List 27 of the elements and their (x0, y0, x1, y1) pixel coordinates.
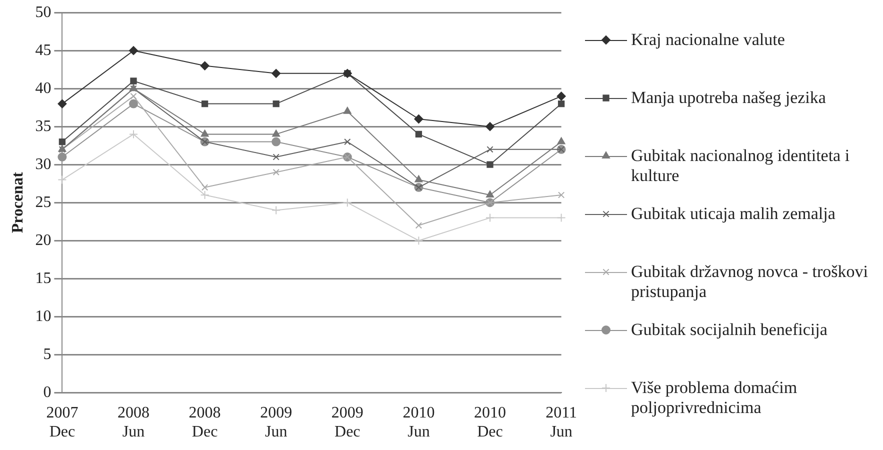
x-tick-label: 2010 Jun (402, 404, 435, 441)
y-tick-label: 45 (35, 42, 52, 59)
y-tick-label: 25 (35, 194, 52, 211)
y-tick-label: 15 (35, 270, 52, 287)
legend-label: Gubitak nacionalnog identiteta i kulture (631, 146, 851, 186)
x-tick-label: 2008 Jun (118, 404, 150, 441)
legend-label: Kraj nacionalne valute (631, 30, 785, 50)
legend-label: Manja upotreba našeg jezika (631, 88, 826, 108)
legend-label: Gubitak uticaja malih zemalja (631, 204, 836, 224)
legend-label: Gubitak državnog novca - troškovi pristupanja (631, 262, 869, 302)
y-tick-label: 30 (35, 156, 52, 173)
y-tick-label: 20 (35, 232, 52, 249)
y-tick-label: 10 (35, 308, 52, 325)
x-tick-label: 2011 Jun (546, 404, 577, 441)
y-tick-label: 35 (35, 118, 52, 135)
y-tick-label: 40 (35, 80, 52, 97)
x-tick-label: 2009 Dec (331, 404, 364, 441)
x-tick-label: 2010 Dec (474, 404, 506, 441)
legend-label: Više problema domaćim poljoprivrednicima (631, 378, 798, 418)
x-tick-label: 2009 Jun (260, 404, 292, 441)
y-axis-title: Procenat (10, 171, 27, 234)
y-tick-label: 5 (43, 346, 52, 363)
y-tick-label: 0 (43, 384, 52, 401)
legend-label: Gubitak socijalnih beneficija (631, 320, 828, 340)
x-tick-label: 2008 Dec (188, 404, 221, 441)
y-tick-label: 50 (35, 4, 52, 21)
x-tick-label: 2007 Dec (46, 404, 78, 441)
